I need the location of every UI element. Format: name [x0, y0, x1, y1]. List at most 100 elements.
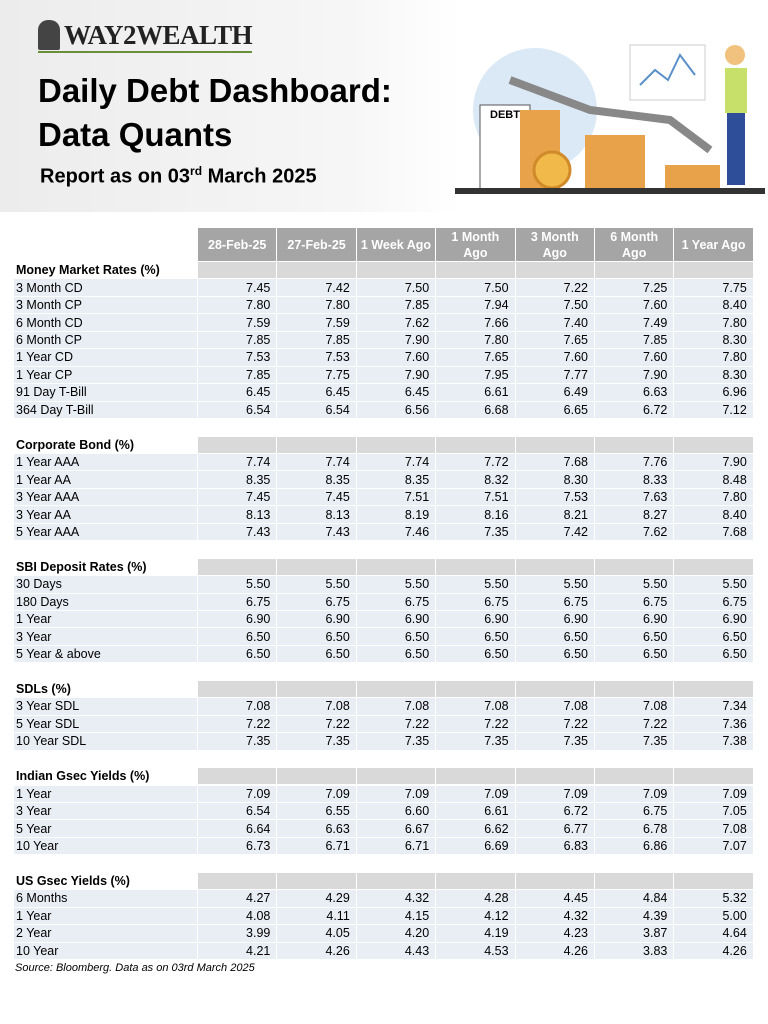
section-cell	[198, 436, 278, 454]
section-cell	[436, 558, 516, 577]
column-header: 3 Month Ago	[515, 228, 595, 262]
value-cell-text: 6.50	[484, 629, 509, 644]
value-cell: 6.50	[515, 628, 595, 646]
column-header: 1 Month Ago	[436, 228, 516, 262]
value-cell: 7.90	[674, 453, 754, 472]
value-cell: 7.09	[277, 785, 357, 803]
value-cell-text: 7.22	[484, 716, 509, 731]
value-cell: 7.65	[515, 331, 595, 350]
value-cell-text: 7.68	[563, 455, 588, 470]
value-cell-text: 7.45	[246, 280, 271, 295]
value-cell: 4.29	[277, 890, 357, 908]
section-cell	[277, 768, 357, 786]
value-cell-text: 7.53	[325, 350, 350, 365]
value-cell-text: 8.30	[563, 472, 588, 487]
value-cell-text: 8.30	[722, 333, 747, 348]
value-cell-text: 7.62	[643, 524, 668, 539]
value-cell-text: 6.60	[404, 804, 430, 819]
value-cell: 7.35	[277, 733, 357, 751]
value-cell-text: 7.66	[484, 315, 509, 330]
value-cell: 6.75	[356, 593, 437, 611]
value-cell-text: 4.43	[404, 943, 430, 958]
value-cell: 6.50	[515, 645, 595, 664]
value-cell: 7.05	[674, 802, 754, 821]
value-cell-text: 7.75	[325, 367, 350, 382]
value-cell: 7.43	[277, 523, 357, 542]
row-label: 5 Year	[14, 820, 198, 838]
value-cell-text: 6.75	[563, 594, 588, 609]
value-cell: 7.35	[356, 733, 437, 751]
section-cell	[356, 262, 437, 280]
section-cell	[515, 558, 595, 577]
value-cell: 7.85	[356, 296, 437, 315]
section-cell	[198, 768, 278, 786]
value-cell-text: 6.50	[246, 629, 271, 644]
value-cell-text: 6.50	[643, 629, 668, 644]
section-title: Money Market Rates (%)	[14, 262, 198, 280]
column-header-text: 3 Month Ago	[530, 229, 579, 260]
value-cell-text: 7.22	[563, 280, 588, 295]
value-cell-text: 6.65	[563, 402, 588, 417]
value-cell-text: 8.16	[484, 507, 509, 522]
value-cell: 6.50	[356, 645, 437, 664]
value-cell-text: 7.85	[246, 333, 271, 348]
value-cell-text: 7.43	[246, 524, 271, 539]
section-cell	[356, 558, 437, 577]
row-label-text: 3 Year SDL	[16, 699, 80, 714]
section-title-text: SDLs (%)	[16, 682, 71, 697]
value-cell-text: 7.38	[722, 734, 747, 749]
section-title: SBI Deposit Rates (%)	[14, 558, 198, 577]
value-cell-text: 4.05	[325, 926, 350, 941]
value-cell: 6.73	[198, 837, 278, 856]
value-cell-text: 7.40	[563, 315, 588, 330]
section-title-text: Money Market Rates (%)	[16, 263, 160, 278]
value-cell-text: 7.08	[404, 699, 430, 714]
value-cell-text: 6.67	[404, 821, 430, 836]
row-label-text: 1 Year CD	[16, 350, 73, 365]
value-cell: 6.50	[198, 645, 278, 664]
value-cell-text: 7.53	[246, 350, 271, 365]
value-cell: 5.50	[595, 576, 675, 594]
value-cell-text: 3.83	[643, 943, 668, 958]
value-cell-text: 7.08	[246, 699, 271, 714]
value-cell-text: 7.94	[484, 298, 509, 313]
value-cell: 7.34	[674, 698, 754, 716]
section-cell	[674, 558, 754, 577]
value-cell-text: 4.19	[484, 926, 509, 941]
value-cell: 8.35	[356, 471, 437, 489]
row-label: 3 Year	[14, 802, 198, 821]
value-cell: 7.38	[674, 733, 754, 751]
value-cell: 7.62	[356, 314, 437, 332]
value-cell: 4.08	[198, 907, 278, 926]
row-label-text: 5 Year	[16, 821, 52, 836]
row-label-text: 3 Year AA	[16, 507, 71, 522]
value-cell: 7.75	[277, 366, 357, 385]
value-cell: 6.54	[198, 401, 278, 420]
value-cell: 6.90	[356, 611, 437, 629]
row-label-text: 1 Year AA	[16, 472, 71, 487]
value-cell: 6.90	[277, 611, 357, 629]
value-cell: 7.68	[674, 523, 754, 542]
value-cell: 5.50	[356, 576, 437, 594]
value-cell: 7.09	[198, 785, 278, 803]
row-label-text: 6 Month CD	[16, 315, 83, 330]
column-header-text: 1 Year Ago	[681, 237, 746, 252]
value-cell-text: 8.13	[325, 507, 350, 522]
debt-label: DEBT	[490, 109, 520, 121]
value-cell: 6.78	[595, 820, 675, 838]
value-cell-text: 6.75	[722, 594, 747, 609]
value-cell: 6.50	[674, 628, 754, 646]
value-cell-text: 6.50	[563, 629, 588, 644]
value-cell: 6.50	[277, 645, 357, 664]
value-cell: 6.50	[198, 628, 278, 646]
value-cell-text: 7.85	[404, 298, 430, 313]
value-cell: 4.53	[436, 942, 516, 960]
value-cell: 8.27	[595, 506, 675, 524]
value-cell-text: 7.35	[643, 734, 668, 749]
value-cell-text: 6.75	[404, 594, 430, 609]
value-cell-text: 7.50	[563, 298, 588, 313]
value-cell-text: 7.80	[722, 490, 747, 505]
value-cell-text: 7.09	[484, 786, 509, 801]
value-cell-text: 4.26	[563, 943, 588, 958]
value-cell: 8.13	[198, 506, 278, 524]
